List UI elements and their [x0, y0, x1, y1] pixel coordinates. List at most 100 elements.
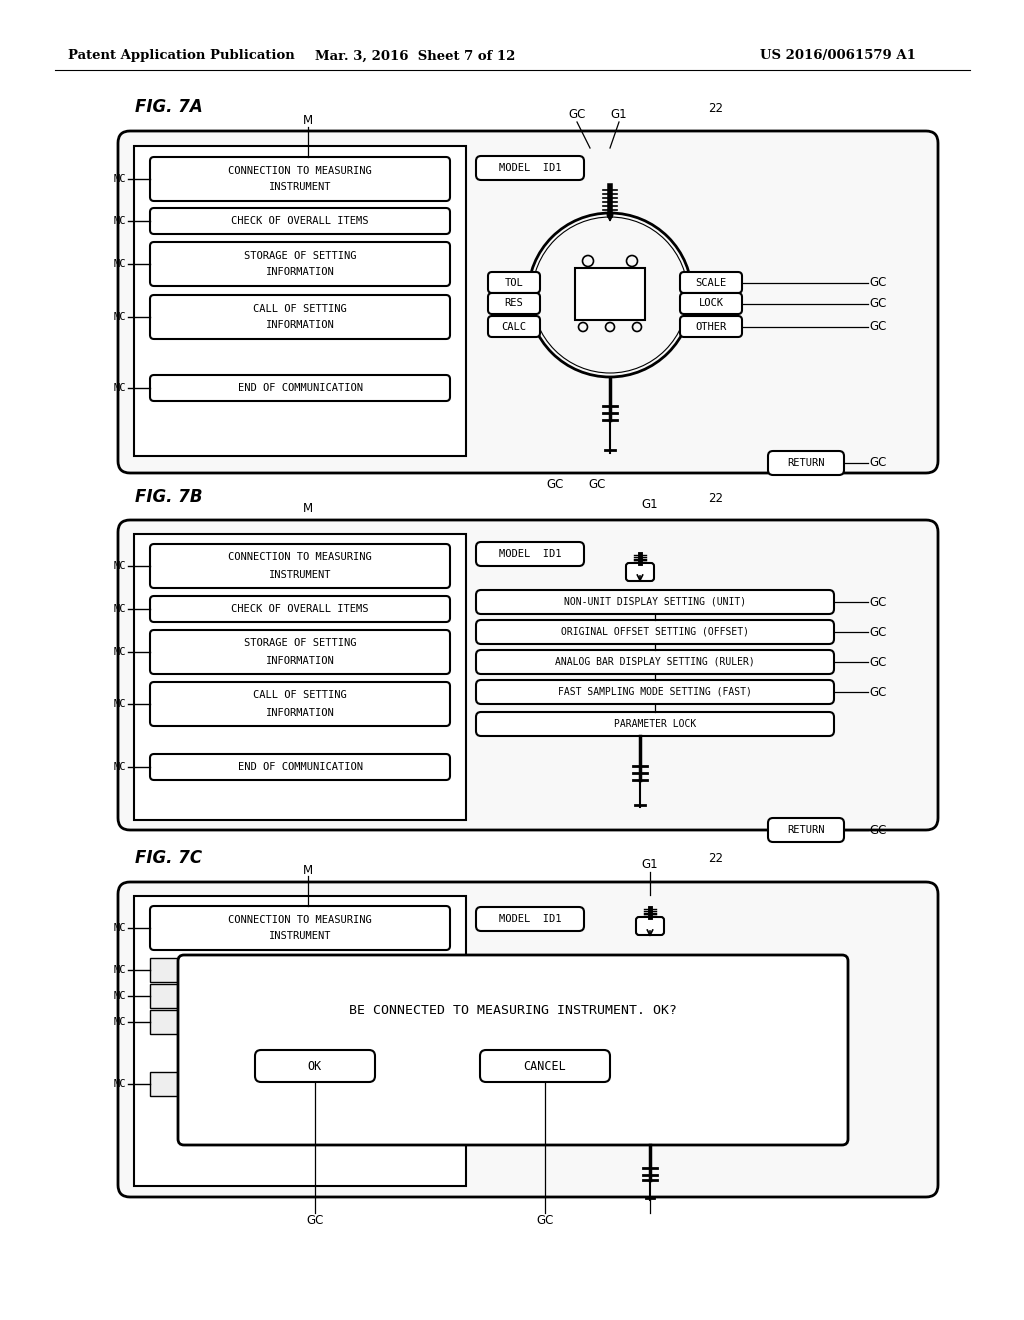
Text: MC: MC — [114, 216, 126, 226]
Text: GC: GC — [869, 276, 887, 289]
Text: G1: G1 — [642, 858, 658, 871]
Text: MC: MC — [114, 965, 126, 975]
Text: MC: MC — [114, 647, 126, 657]
Text: GC: GC — [869, 457, 887, 470]
Text: CALL OF SETTING: CALL OF SETTING — [253, 304, 347, 314]
Text: RETURN: RETURN — [787, 825, 824, 836]
Text: INSTRUMENT: INSTRUMENT — [268, 931, 331, 941]
Text: MC: MC — [114, 174, 126, 183]
FancyBboxPatch shape — [150, 906, 450, 950]
Text: INFORMATION: INFORMATION — [265, 656, 335, 667]
Text: RETURN: RETURN — [787, 458, 824, 469]
Text: GC: GC — [869, 595, 887, 609]
Bar — [134, 535, 466, 820]
FancyBboxPatch shape — [150, 544, 450, 587]
Text: GC: GC — [537, 1213, 554, 1226]
Text: CONNECTION TO MEASURING: CONNECTION TO MEASURING — [228, 915, 372, 925]
Text: MC: MC — [114, 259, 126, 269]
Text: RES: RES — [505, 298, 523, 309]
Text: CHECK OF OVERALL ITEMS: CHECK OF OVERALL ITEMS — [231, 216, 369, 226]
FancyBboxPatch shape — [476, 156, 584, 180]
FancyBboxPatch shape — [150, 375, 450, 401]
Text: GC: GC — [869, 656, 887, 668]
Text: GC: GC — [568, 108, 586, 121]
Text: 22: 22 — [709, 853, 724, 866]
Bar — [134, 896, 466, 1185]
Text: GC: GC — [869, 824, 887, 837]
Text: MC: MC — [114, 605, 126, 614]
Text: STORAGE OF SETTING: STORAGE OF SETTING — [244, 638, 356, 648]
FancyBboxPatch shape — [150, 294, 450, 339]
FancyBboxPatch shape — [626, 564, 654, 581]
Text: FAST SAMPLING MODE SETTING (FAST): FAST SAMPLING MODE SETTING (FAST) — [558, 686, 752, 697]
Text: LOCK: LOCK — [698, 298, 724, 309]
FancyBboxPatch shape — [150, 242, 450, 286]
FancyBboxPatch shape — [476, 907, 584, 931]
Text: FIG. 7A: FIG. 7A — [135, 98, 203, 116]
Text: G1: G1 — [642, 498, 658, 511]
Text: G1: G1 — [610, 108, 628, 121]
Text: FIG. 7C: FIG. 7C — [135, 849, 202, 867]
Text: MC: MC — [114, 312, 126, 322]
Text: MC: MC — [114, 1078, 126, 1089]
FancyBboxPatch shape — [150, 157, 450, 201]
Text: Mar. 3, 2016  Sheet 7 of 12: Mar. 3, 2016 Sheet 7 of 12 — [314, 49, 515, 62]
Text: GC: GC — [589, 478, 605, 491]
FancyBboxPatch shape — [150, 209, 450, 234]
Text: INFORMATION: INFORMATION — [265, 319, 335, 330]
Text: CHECK OF OVERALL ITEMS: CHECK OF OVERALL ITEMS — [231, 605, 369, 614]
FancyBboxPatch shape — [488, 293, 540, 314]
Text: END OF COMMUNICATION: END OF COMMUNICATION — [238, 383, 362, 393]
FancyBboxPatch shape — [636, 917, 664, 935]
FancyBboxPatch shape — [150, 597, 450, 622]
FancyBboxPatch shape — [476, 649, 834, 675]
Text: INFORMATION: INFORMATION — [265, 708, 335, 718]
FancyBboxPatch shape — [118, 131, 938, 473]
FancyBboxPatch shape — [118, 520, 938, 830]
Text: CALC: CALC — [502, 322, 526, 331]
Text: STORAGE OF SETTING: STORAGE OF SETTING — [244, 251, 356, 261]
Text: SCALE: SCALE — [695, 277, 727, 288]
Text: MC: MC — [114, 700, 126, 709]
Text: Patent Application Publication: Patent Application Publication — [68, 49, 295, 62]
FancyBboxPatch shape — [150, 630, 450, 675]
Text: GC: GC — [869, 319, 887, 333]
Text: GC: GC — [306, 1213, 324, 1226]
Bar — [134, 147, 466, 455]
FancyBboxPatch shape — [476, 711, 834, 737]
Text: INFORMATION: INFORMATION — [265, 267, 335, 277]
FancyBboxPatch shape — [476, 543, 584, 566]
Text: CANCEL: CANCEL — [523, 1060, 566, 1072]
Text: MC: MC — [114, 991, 126, 1001]
FancyBboxPatch shape — [680, 315, 742, 337]
Text: GC: GC — [869, 297, 887, 310]
Text: MC: MC — [114, 383, 126, 393]
Text: M: M — [303, 863, 313, 876]
Text: NON-UNIT DISPLAY SETTING (UNIT): NON-UNIT DISPLAY SETTING (UNIT) — [564, 597, 746, 607]
FancyBboxPatch shape — [476, 680, 834, 704]
Bar — [150, 1072, 450, 1096]
FancyBboxPatch shape — [476, 620, 834, 644]
Text: MC: MC — [114, 923, 126, 933]
Text: FIG. 7B: FIG. 7B — [135, 488, 203, 506]
Text: BE CONNECTED TO MEASURING INSTRUMENT. OK?: BE CONNECTED TO MEASURING INSTRUMENT. OK… — [349, 1003, 677, 1016]
Text: GC: GC — [869, 685, 887, 698]
Bar — [150, 958, 450, 982]
Text: CONNECTION TO MEASURING: CONNECTION TO MEASURING — [228, 552, 372, 562]
Text: MC: MC — [114, 1016, 126, 1027]
Text: GC: GC — [547, 478, 563, 491]
Text: OK: OK — [308, 1060, 323, 1072]
FancyBboxPatch shape — [150, 754, 450, 780]
Text: INSTRUMENT: INSTRUMENT — [268, 182, 331, 191]
Text: CALL OF SETTING: CALL OF SETTING — [253, 690, 347, 700]
Text: PARAMETER LOCK: PARAMETER LOCK — [613, 719, 696, 729]
Text: INSTRUMENT: INSTRUMENT — [268, 570, 331, 579]
Text: MODEL  ID1: MODEL ID1 — [499, 549, 561, 558]
FancyBboxPatch shape — [118, 882, 938, 1197]
FancyBboxPatch shape — [768, 818, 844, 842]
Text: MC: MC — [114, 561, 126, 572]
Text: M: M — [303, 503, 313, 516]
Text: MC: MC — [114, 762, 126, 772]
FancyBboxPatch shape — [480, 1049, 610, 1082]
FancyBboxPatch shape — [768, 451, 844, 475]
